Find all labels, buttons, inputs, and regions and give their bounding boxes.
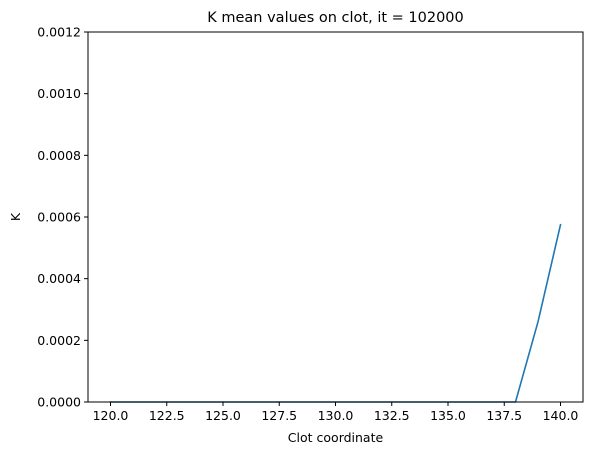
y-tick-label: 0.0010 — [37, 86, 81, 101]
y-tick-label: 0.0012 — [37, 25, 81, 40]
x-tick-label: 137.5 — [486, 408, 522, 423]
plot-area — [109, 223, 562, 403]
x-tick-label: 122.5 — [149, 408, 185, 423]
x-tick-label: 130.0 — [318, 408, 354, 423]
x-axis: 120.0 122.5 125.0 127.5 130.0 132.5 135.0 137.5… — [93, 402, 579, 423]
x-tick-label: 140.0 — [543, 408, 579, 423]
x-tick-label: 132.5 — [374, 408, 410, 423]
y-tick-label: 0.0008 — [37, 148, 81, 163]
chart-title: K mean values on clot, it = 102000 — [207, 10, 464, 26]
x-tick-label: 120.0 — [93, 408, 129, 423]
y-tick-label: 0.0002 — [37, 333, 81, 348]
y-axis-label: K — [8, 212, 23, 221]
x-axis-label: Clot coordinate — [288, 430, 384, 445]
plot-frame — [87, 31, 584, 403]
y-axis: 0.0000 0.0002 0.0004 0.0006 0.0008 0.0010 0.00… — [37, 25, 88, 410]
x-tick-label: 127.5 — [261, 408, 297, 423]
y-tick-label: 0.0000 — [37, 395, 81, 410]
y-tick-label: 0.0004 — [37, 271, 81, 286]
y-tick-label: 0.0006 — [37, 210, 81, 225]
x-tick-label: 135.0 — [430, 408, 466, 423]
series-line — [109, 223, 562, 403]
x-tick-label: 125.0 — [205, 408, 241, 423]
